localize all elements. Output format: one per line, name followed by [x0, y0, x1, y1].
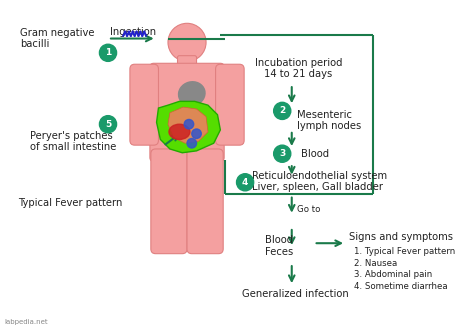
Text: 3. Abdominal pain: 3. Abdominal pain: [354, 270, 432, 279]
Text: Mesenteric
lymph nodes: Mesenteric lymph nodes: [297, 110, 361, 131]
Polygon shape: [168, 107, 208, 143]
FancyBboxPatch shape: [187, 149, 223, 254]
Text: Peryer's patches
of small intestine: Peryer's patches of small intestine: [30, 131, 116, 152]
Text: 4: 4: [242, 178, 248, 187]
Polygon shape: [156, 101, 220, 153]
Circle shape: [273, 145, 291, 162]
FancyBboxPatch shape: [151, 149, 187, 254]
FancyBboxPatch shape: [216, 64, 244, 145]
FancyBboxPatch shape: [150, 63, 224, 161]
Text: Ingestion: Ingestion: [109, 27, 156, 37]
Ellipse shape: [179, 82, 205, 106]
Text: 2. Nausea: 2. Nausea: [354, 259, 397, 268]
Text: labpedia.net: labpedia.net: [4, 319, 48, 325]
FancyBboxPatch shape: [130, 64, 158, 145]
Text: Gram negative
bacilli: Gram negative bacilli: [20, 28, 95, 49]
Text: Blood
Feces: Blood Feces: [265, 235, 293, 257]
Text: Incubation period
14 to 21 days: Incubation period 14 to 21 days: [255, 57, 342, 79]
Ellipse shape: [169, 124, 190, 139]
Text: 1. Typical Fever pattern: 1. Typical Fever pattern: [354, 247, 455, 256]
Circle shape: [168, 23, 206, 61]
Text: Signs and symptoms: Signs and symptoms: [349, 232, 453, 242]
Text: Typical Fever pattern: Typical Fever pattern: [18, 198, 123, 208]
Text: Reticuloendothelial system
Liver, spleen, Gall bladder: Reticuloendothelial system Liver, spleen…: [252, 171, 387, 192]
Circle shape: [237, 174, 254, 191]
Text: 3: 3: [279, 149, 285, 158]
Circle shape: [187, 138, 197, 148]
Text: Blood: Blood: [301, 149, 329, 159]
FancyBboxPatch shape: [177, 56, 197, 71]
Circle shape: [192, 129, 201, 138]
Text: 4. Sometime diarrhea: 4. Sometime diarrhea: [354, 282, 447, 291]
Text: Generalized infection: Generalized infection: [242, 289, 349, 299]
Circle shape: [100, 44, 117, 61]
Circle shape: [273, 102, 291, 120]
Text: 5: 5: [105, 120, 111, 129]
Text: Go to: Go to: [297, 205, 320, 214]
Text: 2: 2: [279, 107, 285, 115]
Text: 1: 1: [105, 48, 111, 57]
Circle shape: [100, 116, 117, 133]
Circle shape: [184, 120, 194, 129]
